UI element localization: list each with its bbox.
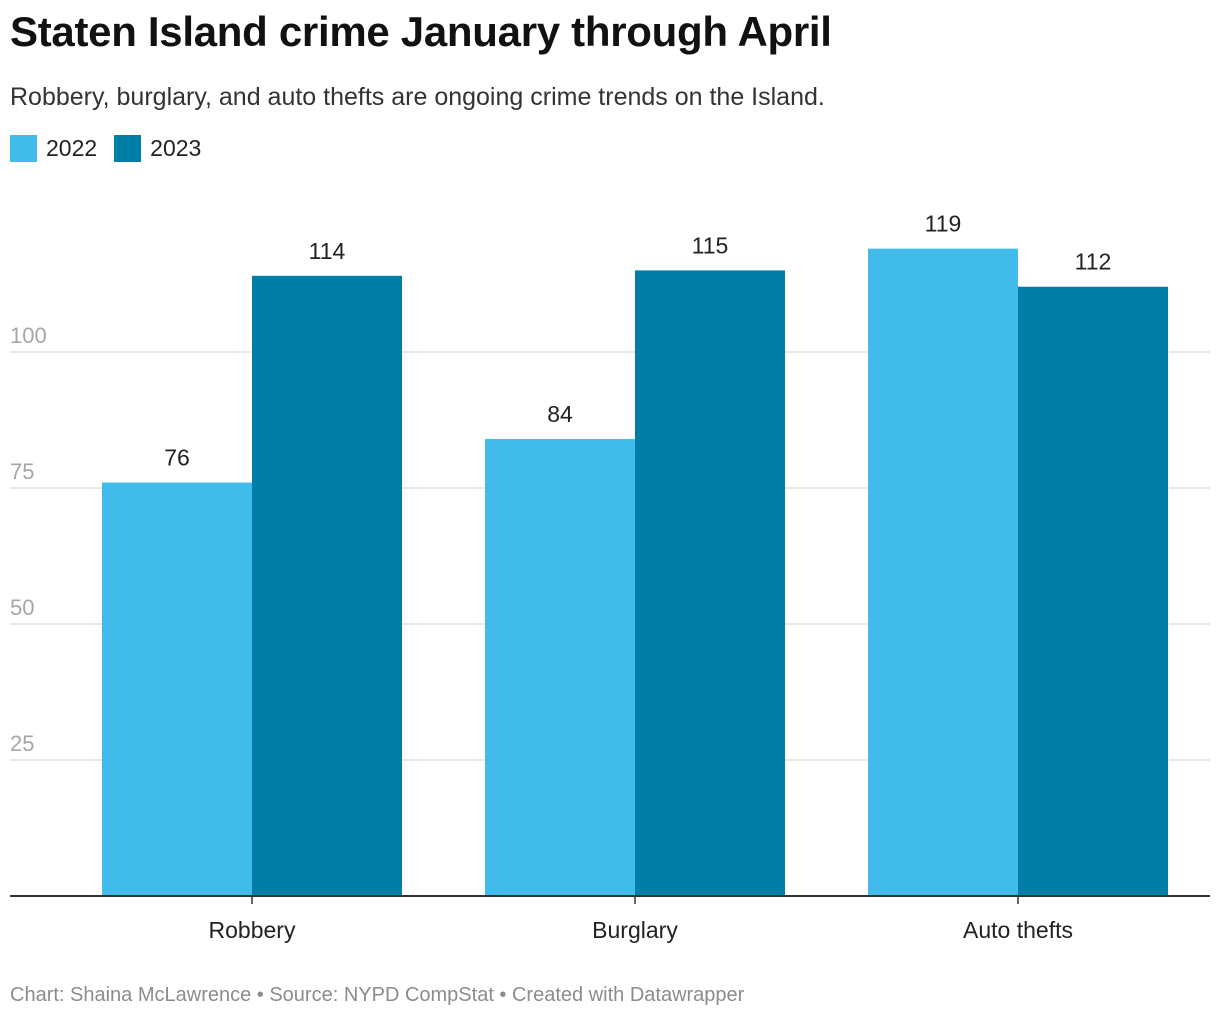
value-label-auto-thefts-2023: 112 [1075,249,1112,275]
y-tick-label-50: 50 [10,595,34,620]
legend-item-2022: 2022 [10,135,97,162]
bar-robbery-2022 [102,482,252,896]
chart-title: Staten Island crime January through Apri… [10,8,832,55]
y-tick-label-100: 100 [10,323,47,348]
value-label-auto-thefts-2022: 119 [925,211,962,237]
bar-burglary-2022 [485,439,635,896]
legend-label-2023: 2023 [150,135,202,161]
x-tick-label-robbery: Robbery [209,917,296,943]
bar-auto-thefts-2022 [868,248,1018,896]
value-label-robbery-2023: 114 [309,238,346,264]
value-label-burglary-2022: 84 [547,401,573,427]
chart-footer: Chart: Shaina McLawrence • Source: NYPD … [10,984,745,1006]
bar-auto-thefts-2023 [1018,286,1168,897]
value-label-robbery-2022: 76 [164,445,190,471]
x-tick-label-burglary: Burglary [592,917,678,943]
x-tick-label-auto-thefts: Auto thefts [963,917,1073,943]
bar-burglary-2023 [635,270,785,896]
chart-subtitle: Robbery, burglary, and auto thefts are o… [10,83,825,111]
legend: 2022 2023 [10,135,218,162]
legend-item-2023: 2023 [114,135,201,162]
legend-label-2022: 2022 [46,135,98,161]
y-tick-label-75: 75 [10,459,34,484]
legend-swatch-2023 [114,135,142,162]
bar-robbery-2023 [252,275,402,897]
value-label-burglary-2023: 115 [692,232,729,258]
y-tick-label-25: 25 [10,731,34,756]
legend-swatch-2022 [10,135,37,162]
